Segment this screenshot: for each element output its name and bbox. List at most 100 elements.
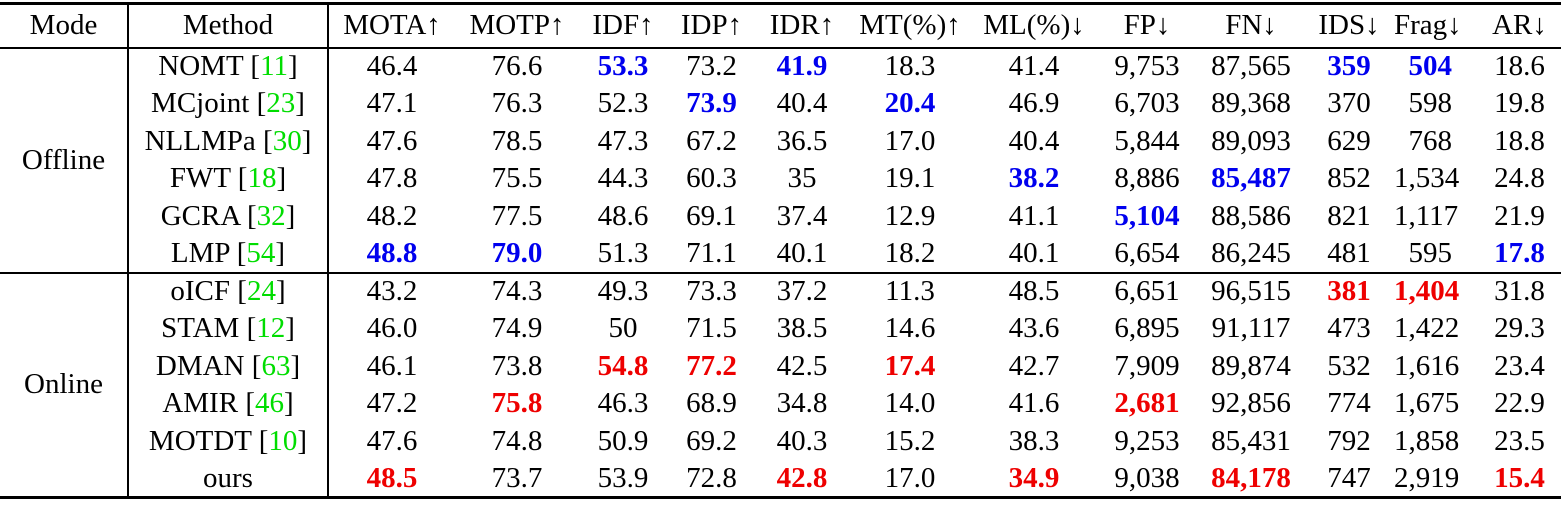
column-header-idr: IDR↑ (769, 9, 835, 42)
column-header-mota: MOTA↑ (343, 9, 441, 42)
metric-cell: 18.3 (884, 50, 936, 83)
method-cell: DMAN [63] (128, 347, 329, 385)
citation-bracket-open: [ (258, 424, 269, 457)
column-header-frag: Frag↓ (1394, 9, 1462, 42)
citation-bracket-open: [ (251, 349, 262, 382)
column-header-mode: Mode (0, 3, 129, 48)
metric-cell: 78.5 (491, 124, 543, 157)
method-cell: AMIR [46] (128, 385, 329, 423)
metric-cell: 41.9 (776, 50, 828, 83)
method-cell: GCRA [32] (128, 197, 329, 235)
metric-cell: 87,565 (1211, 50, 1291, 83)
metric-cell: 38.5 (776, 312, 828, 345)
section-online: Online oICF [24] 43.2 74.3 49.3 73.3 37.2 11.3 4… (0, 272, 1561, 498)
metric-cell: 17.4 (884, 349, 936, 382)
metric-cell: 73.7 (491, 461, 543, 494)
metric-cell: 48.8 (366, 236, 418, 269)
metric-cell: 76.3 (491, 87, 543, 120)
metric-cell: 85,487 (1211, 162, 1291, 195)
table-row-motdt: MOTDT [10] 47.6 74.8 50.9 69.2 40.3 15.2 38.3 9,… (0, 422, 1561, 460)
metric-cell: 1,117 (1394, 199, 1459, 232)
method-cell: LMP [54] (128, 235, 329, 273)
metric-cell: 43.6 (1008, 312, 1060, 345)
method-name: STAM (161, 312, 240, 345)
citation-bracket-open: [ (246, 199, 257, 232)
method-name: DMAN (155, 349, 245, 382)
table-row-gcra: GCRA [32] 48.2 77.5 48.6 69.1 37.4 12.9 41.1 5,1… (0, 197, 1561, 235)
metric-cell: 15.2 (884, 424, 936, 457)
metric-cell: 40.4 (776, 87, 828, 120)
method-cell: MOTDT [10] (128, 422, 329, 460)
citation-number: 24 (246, 275, 276, 308)
metric-cell: 20.4 (884, 87, 936, 120)
citation-bracket-open: [ (245, 387, 255, 420)
metric-cell: 792 (1327, 424, 1371, 457)
metric-cell: 370 (1327, 87, 1371, 120)
metric-cell: 73.9 (686, 87, 737, 120)
metric-cell: 43.2 (366, 275, 418, 308)
citation-bracket-open: [ (246, 312, 257, 345)
metric-cell: 84,178 (1211, 461, 1291, 494)
metric-cell: 852 (1327, 162, 1371, 195)
metric-cell: 47.3 (597, 124, 649, 157)
citation-bracket-close: ] (275, 236, 286, 269)
metric-cell: 47.2 (366, 387, 418, 420)
metric-cell: 1,422 (1394, 312, 1460, 345)
metric-cell: 91,117 (1211, 312, 1291, 345)
metric-cell: 74.3 (491, 275, 543, 308)
metric-cell: 75.8 (491, 387, 543, 420)
metric-cell: 48.5 (366, 461, 418, 494)
metric-cell: 768 (1408, 124, 1453, 157)
metric-cell: 774 (1327, 387, 1371, 420)
metric-cell: 47.1 (366, 87, 418, 120)
metric-cell: 34.8 (776, 387, 828, 420)
citation-bracket-close: ] (288, 50, 298, 83)
metric-cell: 19.8 (1494, 87, 1545, 120)
metric-cell: 1,534 (1394, 162, 1460, 195)
citation-bracket-close: ] (283, 387, 294, 420)
citation-number: 46 (254, 387, 284, 420)
method-name: NOMT (158, 50, 244, 83)
table-row-stam: STAM [12] 46.0 74.9 50 71.5 38.5 14.6 43.6 6,895… (0, 310, 1561, 348)
citation-number: 63 (261, 349, 291, 382)
citation-number: 11 (260, 50, 289, 83)
metric-cell: 35 (787, 162, 817, 195)
metric-cell: 53.3 (597, 50, 649, 83)
citation-bracket-close: ] (295, 87, 305, 120)
table-row-ours: ours 48.5 73.7 53.9 72.8 42.8 17.0 34.9 9,038 84,… (0, 460, 1561, 498)
metric-cell: 68.9 (686, 387, 737, 420)
metric-cell: 74.9 (491, 312, 543, 345)
metric-cell: 40.1 (1008, 236, 1060, 269)
metric-cell: 46.3 (597, 387, 649, 420)
citation-bracket-close: ] (297, 424, 308, 457)
metric-cell: 72.8 (686, 461, 737, 494)
column-header-idp: IDP↑ (680, 9, 743, 42)
metric-cell: 15.4 (1494, 461, 1545, 494)
column-header-motp: MOTP↑ (469, 9, 565, 42)
metric-cell: 381 (1327, 275, 1371, 308)
metric-cell: 532 (1327, 349, 1371, 382)
metric-cell: 19.1 (884, 162, 936, 195)
method-name: MCjoint (151, 87, 250, 120)
metric-cell: 49.3 (597, 275, 649, 308)
metric-cell: 69.1 (686, 199, 737, 232)
metric-cell: 89,093 (1211, 124, 1291, 157)
metric-cell: 629 (1327, 124, 1371, 157)
metric-cell: 5,844 (1114, 124, 1180, 157)
metric-cell: 71.1 (686, 236, 737, 269)
metric-cell: 60.3 (686, 162, 737, 195)
metric-cell: 14.0 (884, 387, 936, 420)
metric-cell: 34.9 (1008, 461, 1060, 494)
citation-bracket-open: [ (237, 162, 248, 195)
metric-cell: 504 (1408, 50, 1453, 83)
metric-cell: 48.5 (1008, 275, 1060, 308)
metric-cell: 96,515 (1211, 275, 1291, 308)
citation-number: 54 (246, 236, 276, 269)
metric-cell: 9,038 (1114, 461, 1180, 494)
citation-number: 18 (247, 162, 277, 195)
metric-cell: 40.1 (776, 236, 828, 269)
citation-number: 30 (272, 124, 302, 157)
metric-cell: 42.5 (776, 349, 828, 382)
metric-cell: 40.4 (1008, 124, 1060, 157)
metric-cell: 1,675 (1394, 387, 1460, 420)
